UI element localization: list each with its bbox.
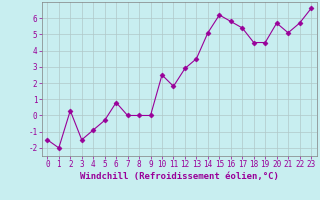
X-axis label: Windchill (Refroidissement éolien,°C): Windchill (Refroidissement éolien,°C) <box>80 172 279 181</box>
